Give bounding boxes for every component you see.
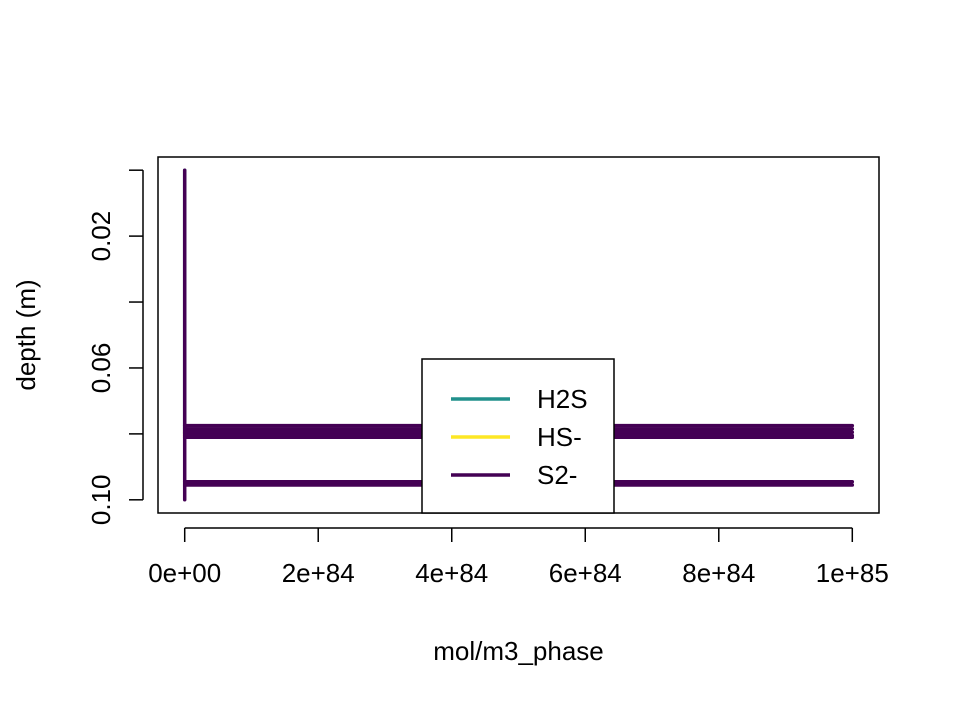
legend-label: HS- <box>537 422 582 452</box>
x-tick-label: 4e+84 <box>415 558 488 588</box>
x-tick-label: 1e+85 <box>816 558 889 588</box>
y-axis-label: depth (m) <box>11 279 41 390</box>
legend: H2S HS- S2- <box>421 358 615 514</box>
y-tick-label: 0.06 <box>86 343 116 394</box>
y-axis: 0.02 0.06 0.10 <box>86 169 144 525</box>
y-tick-label: 0.10 <box>86 474 116 525</box>
x-axis-label: mol/m3_phase <box>433 636 604 666</box>
x-tick-label: 8e+84 <box>682 558 755 588</box>
legend-box <box>421 358 615 514</box>
x-axis: 0e+00 2e+84 4e+84 6e+84 8e+84 1e+85 <box>148 527 889 588</box>
x-tick-label: 0e+00 <box>148 558 221 588</box>
x-tick-label: 2e+84 <box>282 558 355 588</box>
x-tick-label: 6e+84 <box>549 558 622 588</box>
y-tick-label: 0.02 <box>86 211 116 262</box>
legend-label: H2S <box>537 384 588 414</box>
legend-label: S2- <box>537 460 577 490</box>
